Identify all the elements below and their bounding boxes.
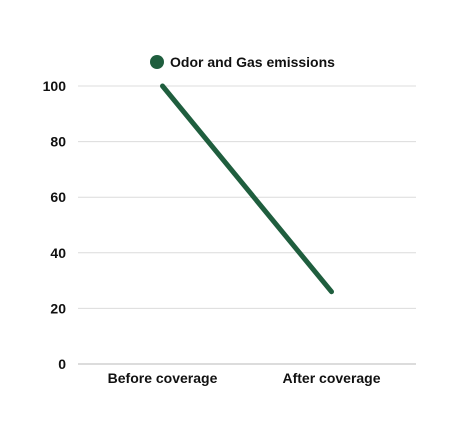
legend-marker-odor-and-gas-emissions	[150, 55, 164, 69]
series-group	[160, 83, 334, 295]
series-line-odor-and-gas-emissions	[160, 83, 334, 295]
y-axis-tick-labels: 0 20 40 60 80 100	[43, 78, 67, 372]
y-tick-label-0: 0	[58, 356, 66, 372]
y-tick-label-40: 40	[50, 245, 66, 261]
x-tick-label-after-coverage: After coverage	[282, 370, 380, 386]
x-tick-label-before-coverage: Before coverage	[108, 370, 218, 386]
legend: Odor and Gas emissions	[150, 54, 335, 70]
legend-label-odor-and-gas-emissions: Odor and Gas emissions	[170, 54, 335, 70]
y-gridlines	[78, 85, 416, 365]
y-tick-label-20: 20	[50, 300, 66, 316]
y-tick-label-80: 80	[50, 134, 66, 150]
y-tick-label-60: 60	[50, 189, 66, 205]
x-axis-tick-labels: Before coverage After coverage	[108, 370, 381, 386]
y-tick-label-100: 100	[43, 78, 67, 94]
